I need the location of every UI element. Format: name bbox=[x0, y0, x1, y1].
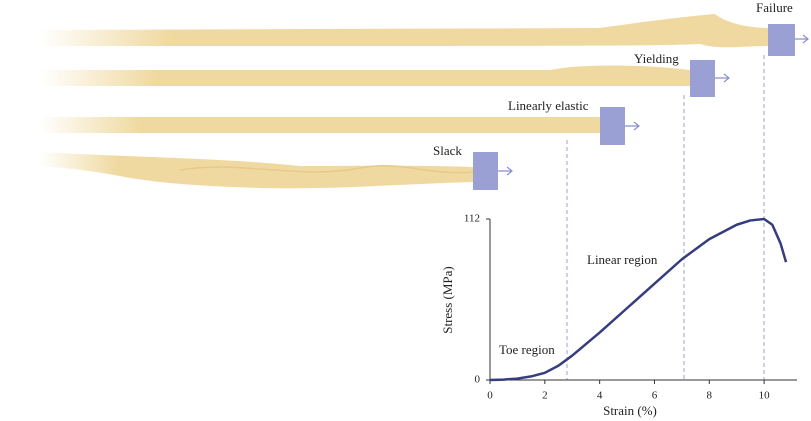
guides bbox=[566, 55, 765, 380]
stage-label: Failure bbox=[756, 0, 793, 15]
y-tick-label: 0 bbox=[475, 374, 481, 386]
y-tick-label: 112 bbox=[464, 213, 480, 225]
clamp bbox=[768, 24, 795, 56]
clamp bbox=[690, 60, 715, 97]
arrow bbox=[498, 166, 513, 176]
arrow bbox=[715, 73, 730, 83]
x-tick-label: 8 bbox=[707, 390, 713, 402]
stage-label: Slack bbox=[433, 143, 462, 158]
stage-label: Linearly elastic bbox=[508, 98, 589, 113]
clamp bbox=[473, 152, 498, 190]
arrow bbox=[795, 34, 809, 44]
y-axis-label: Stress (MPa) bbox=[440, 266, 455, 334]
clamp bbox=[600, 107, 625, 145]
x-tick-label: 4 bbox=[597, 390, 603, 402]
x-tick-label: 0 bbox=[487, 390, 493, 402]
x-tick-label: 6 bbox=[652, 390, 658, 402]
x-tick-label: 10 bbox=[759, 390, 771, 402]
fibers bbox=[40, 14, 770, 189]
annotation: Toe region bbox=[499, 342, 555, 357]
arrows bbox=[498, 34, 809, 176]
x-tick-label: 2 bbox=[542, 390, 548, 402]
curve bbox=[489, 217, 788, 382]
annotation: Linear region bbox=[587, 252, 658, 267]
fiber-failure bbox=[40, 14, 770, 48]
fiber-strand bbox=[179, 165, 474, 174]
fiber-elastic bbox=[40, 117, 600, 133]
arrow bbox=[625, 121, 640, 131]
stage-label: Yielding bbox=[634, 51, 679, 66]
fiber-slack bbox=[40, 152, 473, 189]
fiber-yielding bbox=[40, 65, 690, 86]
x-axis-label: Strain (%) bbox=[603, 403, 657, 418]
clamps bbox=[473, 24, 795, 190]
